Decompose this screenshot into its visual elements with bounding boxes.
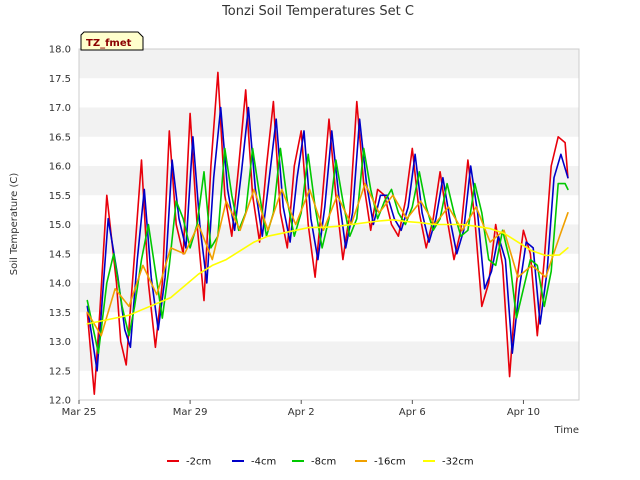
station-tag-label: TZ_fmet bbox=[86, 38, 132, 49]
y-tick-label: 12.5 bbox=[49, 366, 71, 377]
x-axis-label: Time bbox=[554, 425, 579, 436]
y-axis-label: Soil Temperature (C) bbox=[9, 173, 20, 276]
y-tick-label: 18.0 bbox=[49, 45, 71, 56]
station-tag-box bbox=[80, 31, 144, 51]
x-tick-label: Mar 29 bbox=[173, 407, 208, 418]
grid-bands bbox=[79, 49, 579, 400]
legend-label: -16cm bbox=[374, 457, 406, 468]
legend: -2cm -4cm -8cm -16cm -32cm bbox=[167, 457, 474, 468]
series-line-16cm bbox=[86, 182, 569, 337]
y-tick-label: 14.5 bbox=[49, 249, 71, 260]
y-tick-label: 17.0 bbox=[49, 103, 71, 114]
plot-frame bbox=[78, 48, 580, 401]
station-tag: TZ_fmet bbox=[80, 31, 144, 51]
x-tick-label: Mar 25 bbox=[62, 407, 97, 418]
grid-band bbox=[79, 370, 579, 400]
y-tick-label: 17.5 bbox=[49, 74, 71, 85]
series-layer bbox=[86, 71, 569, 396]
grid-band bbox=[79, 341, 579, 371]
grid-band bbox=[79, 166, 579, 196]
y-tick-label: 13.0 bbox=[49, 337, 71, 348]
y-tick-label: 16.5 bbox=[49, 132, 71, 143]
y-tick-label: 13.5 bbox=[49, 308, 71, 319]
y-tick-label: 14.0 bbox=[49, 279, 71, 290]
y-tick-label: 15.5 bbox=[49, 191, 71, 202]
x-tick-label: Apr 2 bbox=[288, 407, 315, 418]
y-tick-label: 16.0 bbox=[49, 162, 71, 173]
series-line-32cm bbox=[86, 219, 569, 325]
grid-band bbox=[79, 49, 579, 79]
x-tick-label: Apr 10 bbox=[507, 407, 540, 418]
legend-label: -8cm bbox=[311, 457, 336, 468]
y-tick-label: 15.0 bbox=[49, 220, 71, 231]
grid-band bbox=[79, 78, 579, 108]
legend-label: -32cm bbox=[442, 457, 474, 468]
legend-label: -4cm bbox=[251, 457, 276, 468]
x-tick-label: Apr 6 bbox=[399, 407, 426, 418]
y-axis-ticks: 12.0 12.5 13.0 13.5 14.0 14.5 15.0 15.5 16.0 16.5… bbox=[49, 45, 71, 407]
chart-title: Tonzi Soil Temperatures Set C bbox=[221, 4, 414, 19]
x-axis-ticks: Mar 25 Mar 29 Apr 2 Apr 6 Apr 10 bbox=[62, 400, 540, 418]
y-tick-label: 12.0 bbox=[49, 396, 71, 407]
legend-label: -2cm bbox=[186, 457, 211, 468]
series-line-8cm bbox=[86, 147, 569, 355]
series-line-4cm bbox=[86, 106, 569, 372]
series-line-2cm bbox=[86, 71, 569, 396]
